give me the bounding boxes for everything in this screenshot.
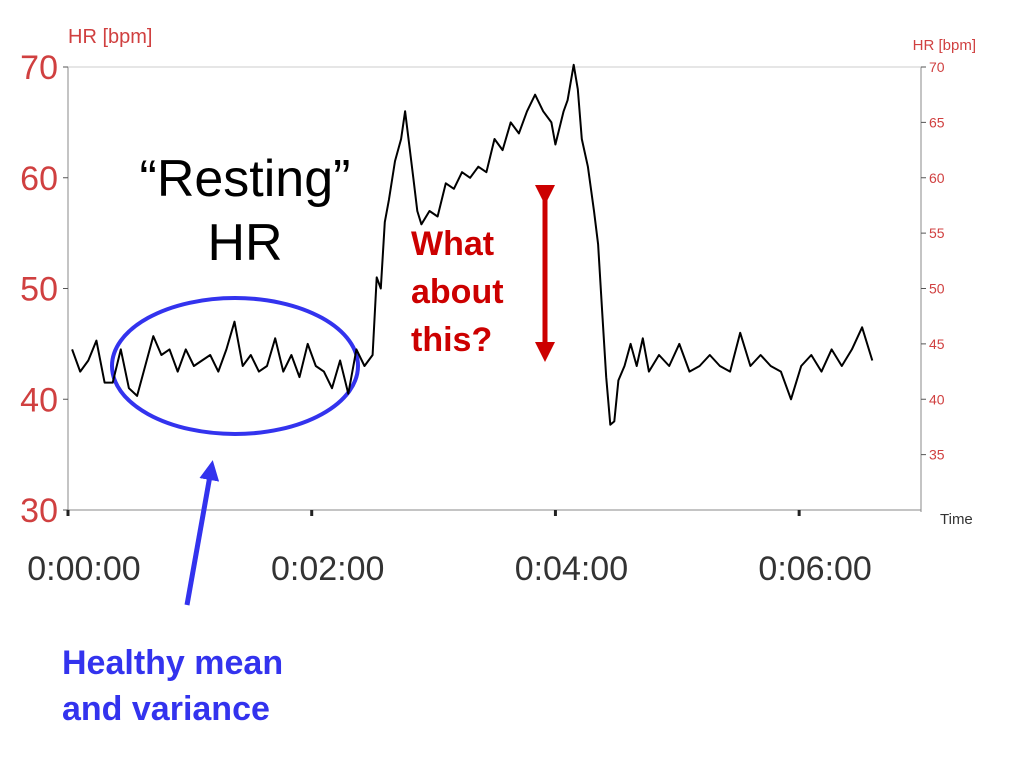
annotation-resting: “Resting” (140, 150, 351, 208)
y-tick-label: 50 (20, 271, 58, 309)
y-tick-label: 60 (20, 160, 58, 198)
data-line (71, 63, 874, 426)
x-tick-label: 0:06:00 (758, 550, 871, 588)
highlight-ellipse (110, 296, 360, 436)
y2-tick-label: 35 (929, 447, 945, 463)
y-tick-label: 40 (20, 381, 58, 419)
x-tick-label: 0:00:00 (27, 550, 140, 588)
y2-tick-label: 50 (929, 281, 945, 297)
x-tick-label: 0:04:00 (515, 550, 628, 588)
annotation-question: about (411, 273, 504, 311)
y2-tick-label: 45 (929, 336, 945, 352)
pointer-arrow (184, 460, 220, 606)
annotation-resting: HR (207, 214, 282, 272)
annotation-question: this? (411, 321, 492, 359)
annotation-question: What (411, 225, 494, 263)
x-tick-label: 0:02:00 (271, 550, 384, 588)
y-axis-label: HR [bpm] (68, 26, 152, 48)
y2-tick-label: 60 (929, 170, 945, 186)
y2-tick-label: 40 (929, 391, 945, 407)
annotations: “Resting” HR What about this? Healthy mean and… (62, 150, 504, 728)
y2-axis-label: HR [bpm] (913, 37, 976, 54)
y-tick-label: 70 (20, 49, 58, 87)
annotation-healthy: Healthy mean (62, 644, 283, 682)
y2-tick-label: 65 (929, 114, 945, 130)
y-tick-label: 30 (20, 492, 58, 530)
y2-tick-label: 55 (929, 225, 945, 241)
x-axis-label: Time (940, 511, 973, 528)
annotation-healthy: and variance (62, 690, 270, 728)
y2-tick-label: 70 (929, 59, 945, 75)
